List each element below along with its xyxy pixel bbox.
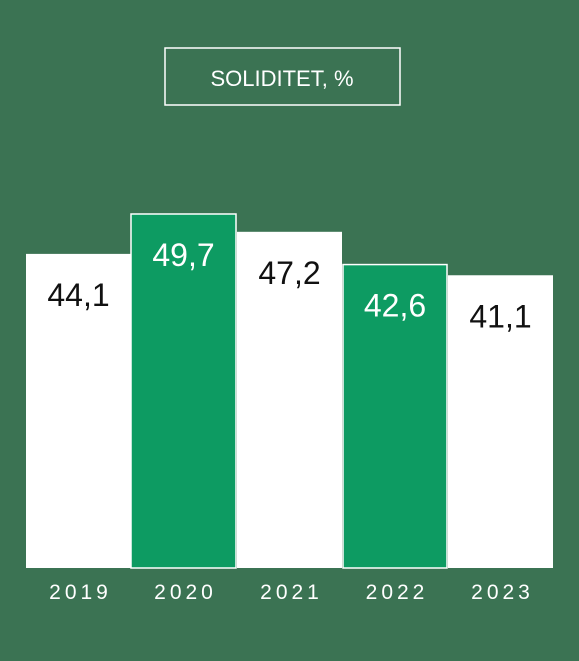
chart-title-box xyxy=(164,47,401,106)
chart-title: SOLIDITET, % xyxy=(164,47,401,106)
value-label-2022: 42,6 xyxy=(364,288,426,324)
x-tick-label-2021: 2021 xyxy=(260,581,323,604)
value-labels: 44,1 49,7 47,2 42,6 41,1 xyxy=(47,237,531,334)
bar-2023 xyxy=(448,275,553,568)
chart-title-text: SOLIDITET, % xyxy=(210,66,353,91)
x-axis-tick-labels: 2019 2020 2021 2022 2023 xyxy=(49,581,534,604)
x-tick-label-2023: 2023 xyxy=(471,581,534,604)
value-label-2021: 47,2 xyxy=(258,255,320,291)
x-tick-label-2019: 2019 xyxy=(49,581,112,604)
value-label-2019: 44,1 xyxy=(47,277,109,313)
bar-2022 xyxy=(342,263,448,569)
x-tick-label-2022: 2022 xyxy=(366,581,429,604)
bar-2019 xyxy=(26,253,131,568)
x-tick-label-2020: 2020 xyxy=(154,581,217,604)
bar-2021 xyxy=(237,231,342,569)
bar-2020 xyxy=(130,213,237,569)
value-label-2020: 49,7 xyxy=(152,237,214,273)
value-label-2023: 41,1 xyxy=(469,298,531,334)
bars xyxy=(26,213,553,569)
